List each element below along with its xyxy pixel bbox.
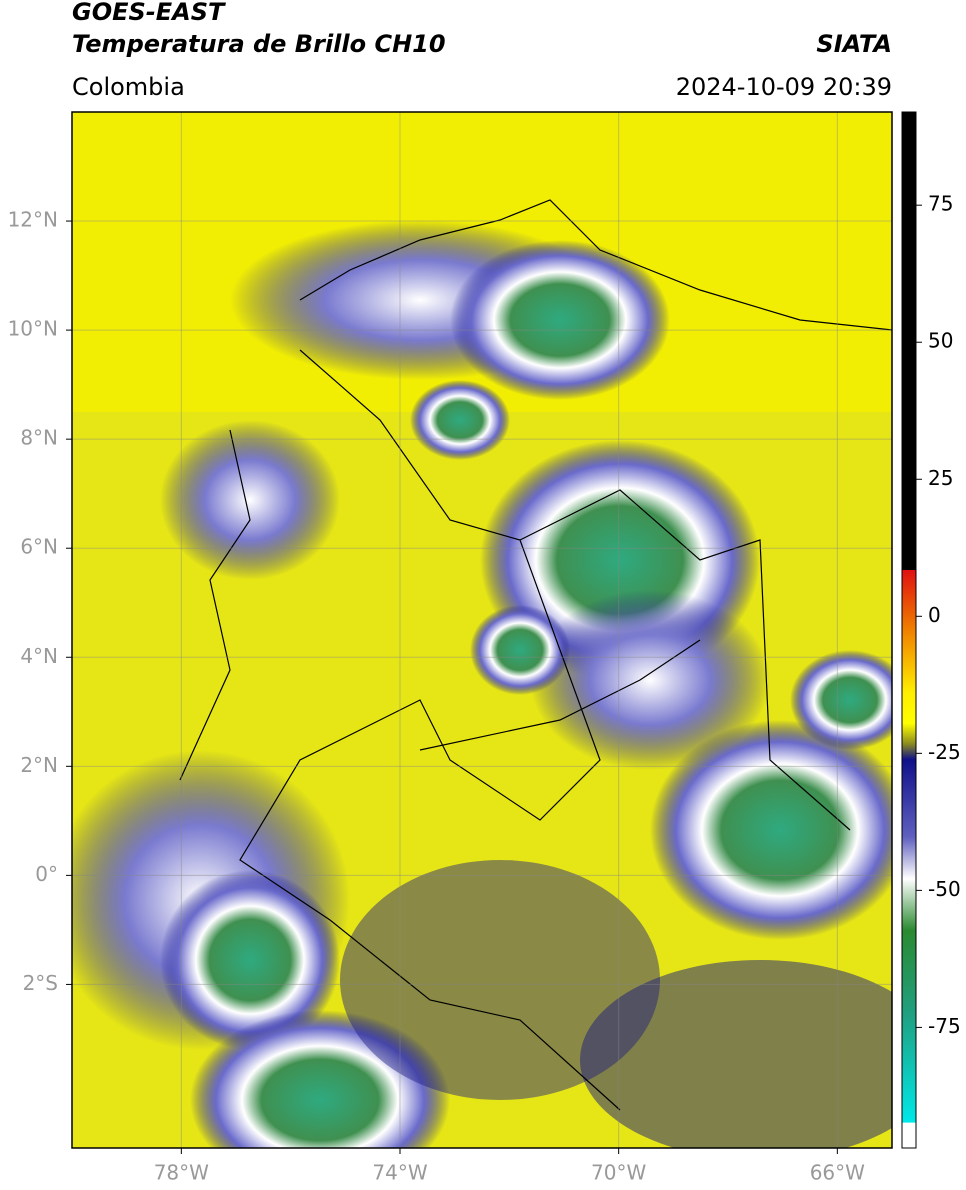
y-tick-label: 8°N (20, 426, 58, 450)
x-tick-label: 78°W (154, 1161, 209, 1185)
y-tick-label: 6°N (20, 535, 58, 559)
colorbar-tick-label: 50 (928, 329, 953, 353)
y-tick-label: 4°N (20, 644, 58, 668)
colorbar-tick-label: 0 (928, 603, 941, 627)
y-tick-label: 2°N (20, 753, 58, 777)
colorbar-tick-label: -50 (928, 877, 961, 901)
colorbar-tick-label: -75 (928, 1014, 961, 1038)
y-tick-label: 12°N (8, 208, 58, 232)
source: SIATA (816, 30, 892, 58)
title-line1: GOES-EAST (72, 0, 226, 26)
x-tick-label: 70°W (591, 1161, 646, 1185)
grid (72, 112, 892, 1148)
x-tick-label: 66°W (810, 1161, 865, 1185)
colorbar-tick-label: -25 (928, 740, 961, 764)
region: Colombia (72, 73, 185, 101)
title-line2: Temperatura de Brillo CH10 (72, 30, 446, 58)
colorbar-tick-label: 25 (928, 466, 953, 490)
y-tick-label: 0° (35, 862, 58, 886)
colorbar-tick-label: 75 (928, 192, 953, 216)
satellite-image (72, 112, 892, 1148)
x-tick-label: 74°W (372, 1161, 427, 1185)
colorbar (901, 111, 917, 1149)
y-tick-label: 2°S (23, 971, 58, 995)
datetime: 2024-10-09 20:39 (676, 73, 892, 101)
y-tick-label: 10°N (8, 317, 58, 341)
map-frame (71, 111, 893, 1149)
